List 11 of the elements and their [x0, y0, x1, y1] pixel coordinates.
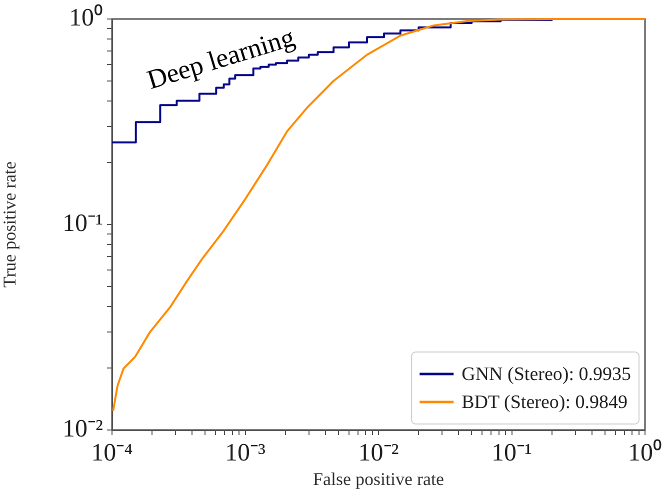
- x-axis-title: False positive rate: [313, 468, 444, 489]
- x-tick-label: 10⁰: [628, 438, 662, 467]
- y-axis-title: True positive rate: [0, 161, 20, 288]
- y-tick-label: 10⁰: [69, 4, 103, 32]
- y-tick-label: 10⁻¹: [62, 210, 103, 238]
- legend-label: BDT (Stereo): 0.9849: [462, 392, 628, 413]
- x-tick-label: 10⁻¹: [492, 440, 532, 467]
- annotation: Deep learning: [144, 22, 298, 95]
- x-tick-label: 10⁻³: [225, 440, 266, 467]
- x-tick-label: 10⁻²: [358, 440, 399, 467]
- legend-label: GNN (Stereo): 0.9935: [462, 364, 632, 385]
